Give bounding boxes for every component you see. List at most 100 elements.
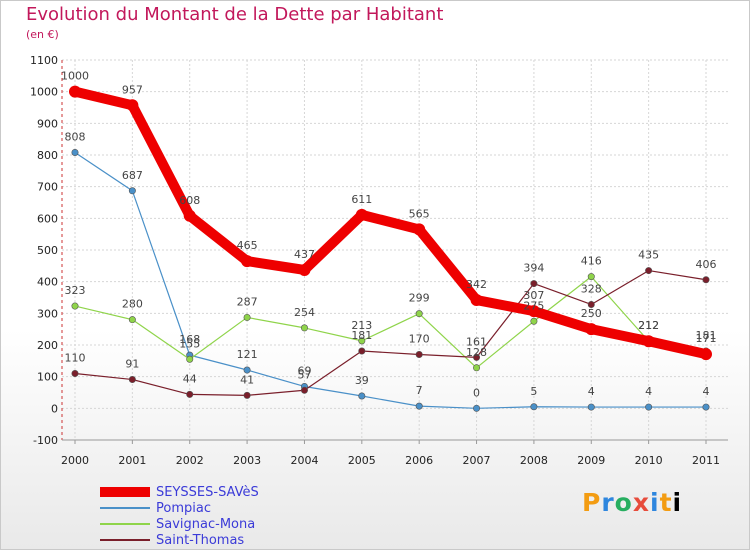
data-point	[298, 263, 311, 276]
data-point	[128, 316, 136, 324]
data-label: 168	[179, 333, 200, 346]
y-tick-label: -100	[33, 434, 58, 447]
legend-label: Saint-Thomas	[156, 532, 245, 548]
data-point	[587, 300, 595, 308]
series-lines	[69, 85, 712, 412]
data-label: 128	[466, 346, 487, 359]
x-tick-label: 2008	[520, 454, 548, 467]
data-point	[700, 348, 712, 361]
data-label: 44	[183, 372, 197, 385]
chart-subtitle: (en €)	[26, 28, 59, 41]
data-point	[473, 404, 481, 412]
data-label: 611	[351, 193, 372, 206]
data-label: 69	[297, 364, 311, 377]
x-tick-label: 2000	[61, 454, 89, 467]
data-label: 5	[530, 385, 537, 398]
data-point	[413, 223, 426, 236]
data-point	[527, 305, 540, 318]
data-label: 394	[523, 262, 544, 275]
data-point	[415, 350, 423, 358]
data-label: 121	[237, 348, 258, 361]
legend: SEYSSES-SAVèS Pompiac Savignac-Mona Saint-T…	[100, 484, 259, 548]
legend-swatch	[100, 523, 150, 525]
legend-label: Savignac-Mona	[156, 516, 256, 532]
data-label: 299	[409, 292, 430, 305]
data-label: 4	[645, 385, 652, 398]
data-label: 275	[523, 299, 544, 312]
data-label: 687	[122, 169, 143, 182]
data-point	[358, 347, 366, 355]
x-tick-label: 2005	[348, 454, 376, 467]
series-line-1	[74, 151, 707, 409]
data-point	[642, 335, 655, 348]
data-point	[241, 255, 254, 268]
y-tick-label: 500	[37, 244, 58, 257]
data-label: 41	[240, 373, 254, 386]
data-label: 4	[703, 385, 710, 398]
data-label: 437	[294, 248, 315, 261]
data-label: 212	[638, 319, 659, 332]
data-label: 91	[125, 358, 139, 371]
legend-label: Pompiac	[156, 500, 211, 516]
data-point	[126, 99, 139, 112]
data-label: 170	[409, 333, 430, 346]
x-tick-label: 2003	[233, 454, 261, 467]
data-label: 254	[294, 306, 315, 319]
proxiti-logo: Proxiti	[582, 488, 683, 517]
data-label: 181	[696, 329, 717, 342]
data-point	[415, 402, 423, 410]
legend-item: Savignac-Mona	[100, 516, 259, 532]
data-label: 1000	[61, 70, 89, 83]
data-point	[358, 392, 366, 400]
y-tick-label: 900	[37, 117, 58, 130]
series-line-2	[74, 276, 707, 369]
data-label: 416	[581, 255, 602, 268]
data-label: 342	[466, 278, 487, 291]
data-point	[128, 187, 136, 195]
y-tick-label: 400	[37, 276, 58, 289]
data-point	[415, 310, 423, 318]
y-tick-label: 1000	[30, 86, 58, 99]
x-tick-label: 2007	[463, 454, 491, 467]
data-point	[473, 353, 481, 361]
data-label: 465	[237, 239, 258, 252]
data-point	[530, 403, 538, 411]
data-point	[128, 376, 136, 384]
data-label: 212	[638, 319, 659, 332]
data-point	[587, 273, 595, 281]
data-label: 57	[297, 368, 311, 381]
data-label: 287	[237, 295, 258, 308]
data-label: 280	[122, 298, 143, 311]
x-tick-label: 2006	[405, 454, 433, 467]
data-point	[470, 294, 483, 307]
data-label: 565	[409, 207, 430, 220]
data-point	[473, 364, 481, 372]
data-point	[71, 148, 79, 156]
x-tick-label: 2011	[692, 454, 720, 467]
data-label: 307	[523, 289, 544, 302]
y-tick-label: 600	[37, 212, 58, 225]
y-tick-label: 0	[51, 402, 58, 415]
series-line-0	[70, 86, 711, 360]
chart-title: Evolution du Montant de la Dette par Hab…	[26, 4, 444, 25]
y-tick-label: 700	[37, 181, 58, 194]
data-label: 155	[179, 337, 200, 350]
data-point	[702, 276, 710, 284]
data-point	[243, 391, 251, 399]
data-point	[585, 323, 598, 336]
axes: -100010020030040050060070080090010001100…	[30, 54, 728, 467]
data-point	[69, 85, 81, 98]
data-label: 110	[65, 352, 86, 365]
x-tick-label: 2009	[577, 454, 605, 467]
grid	[62, 59, 728, 441]
data-point	[702, 403, 710, 411]
legend-item: Saint-Thomas	[100, 532, 259, 548]
data-label: 957	[122, 83, 143, 96]
series-line-3	[74, 269, 707, 396]
data-point	[186, 390, 194, 398]
data-label: 608	[179, 194, 200, 207]
data-labels: 1000 957 608 465 437 611 565 342 307 250 212 171 808…	[61, 70, 717, 400]
data-point	[530, 317, 538, 325]
x-tick-label: 2010	[635, 454, 663, 467]
